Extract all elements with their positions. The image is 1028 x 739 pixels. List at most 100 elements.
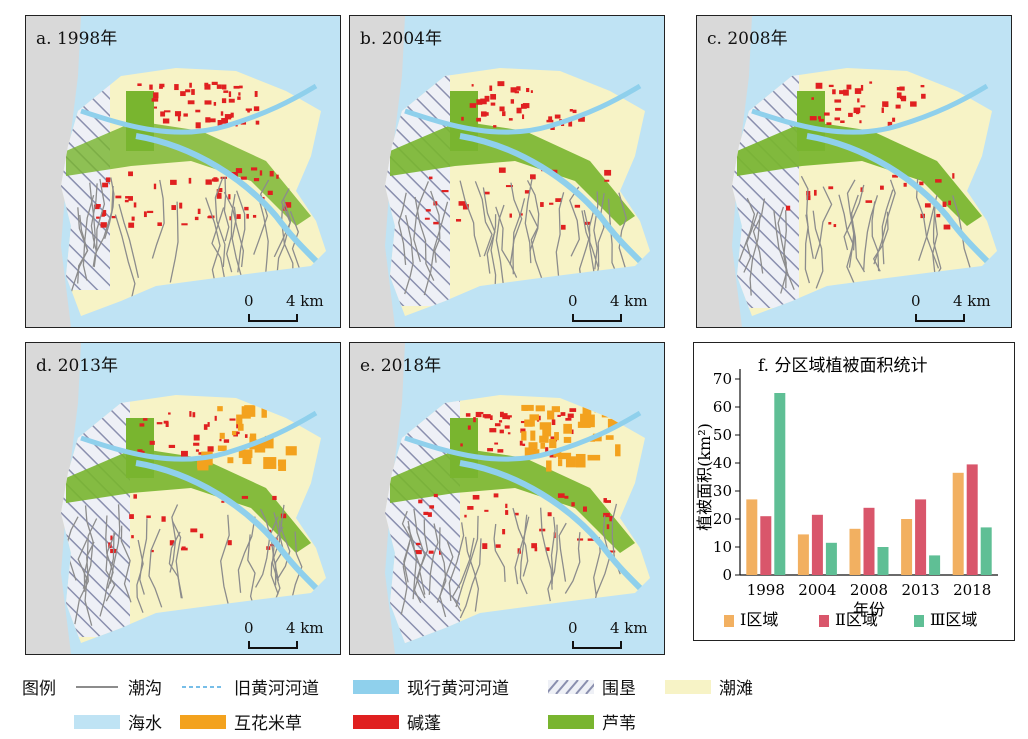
suaeda-patch	[482, 414, 486, 418]
map-c	[697, 16, 997, 327]
tidal-creek	[211, 207, 227, 284]
suaeda-patch	[502, 413, 508, 420]
suaeda-patch	[489, 428, 497, 433]
suaeda-patch	[555, 198, 563, 202]
suaeda-patch	[213, 177, 218, 182]
tidal-creek	[812, 210, 824, 289]
spartina-patch	[539, 435, 549, 443]
suaeda-patch	[519, 440, 523, 446]
hatch-swatch-icon	[548, 679, 594, 694]
tidal-creek	[773, 210, 795, 291]
suaeda-patch	[199, 533, 204, 539]
suaeda-patch	[244, 206, 249, 211]
suaeda-patch	[254, 90, 258, 97]
suaeda-patch	[924, 203, 931, 208]
bar-Ⅰ区域-2018	[952, 472, 964, 575]
suaeda-patch	[549, 202, 554, 205]
suaeda-patch	[887, 121, 893, 127]
suaeda-patch	[505, 510, 509, 515]
suaeda-patch	[247, 110, 250, 113]
legend-item-creek: 潮沟	[74, 674, 162, 699]
suaeda-patch	[857, 98, 860, 103]
spartina-patch	[264, 435, 274, 449]
suaeda-patch	[546, 119, 554, 123]
spartina-patch	[217, 445, 227, 452]
suaeda-patch	[952, 173, 955, 179]
spartina-patch	[554, 432, 559, 441]
reed-area	[126, 91, 154, 151]
y-tick-label: 50	[713, 426, 732, 444]
suaeda-patch	[246, 213, 249, 219]
scale-km: 4 km	[286, 619, 324, 637]
suaeda-patch	[250, 167, 258, 171]
tidal-creek	[271, 526, 284, 610]
tidal-creek	[214, 177, 226, 267]
tidal-creek	[800, 175, 814, 259]
legend-label: 现行黄河河道	[407, 679, 509, 699]
suaeda-patch	[151, 98, 159, 102]
suaeda-patch	[484, 414, 491, 419]
suaeda-patch	[110, 535, 113, 541]
spartina-patch	[261, 406, 267, 418]
suaeda-patch	[499, 411, 504, 418]
tidal-creek	[569, 186, 580, 257]
bar-Ⅱ区域-2004	[811, 514, 823, 575]
suaeda-patch	[101, 211, 105, 217]
scale-line	[572, 314, 622, 322]
suaeda-patch	[189, 82, 192, 88]
suaeda-patch	[229, 418, 236, 421]
legend-swatch-Ⅲ区域	[914, 615, 924, 627]
tidal-creek	[413, 508, 426, 599]
suaeda-patch	[460, 443, 463, 447]
suaeda-patch	[133, 494, 137, 499]
legend-label: 围垦	[602, 679, 636, 699]
suaeda-patch	[208, 118, 216, 123]
suaeda-patch	[195, 109, 201, 113]
suaeda-patch	[204, 84, 211, 90]
suaeda-patch	[205, 179, 212, 185]
suaeda-patch	[520, 428, 526, 433]
scale-zero: 0	[911, 292, 921, 310]
spartina-patch	[563, 436, 572, 443]
bar-Ⅲ区域-2004	[825, 542, 837, 575]
suaeda-patch	[568, 121, 573, 127]
suaeda-patch	[195, 449, 200, 452]
suaeda-patch	[818, 116, 821, 120]
suaeda-patch	[188, 177, 192, 184]
spartina-patch	[605, 435, 614, 440]
suaeda-patch	[505, 185, 513, 188]
suaeda-patch	[859, 120, 862, 124]
suaeda-patch	[471, 84, 474, 87]
y-tick-label: 30	[713, 482, 732, 500]
suaeda-patch	[461, 116, 464, 121]
tidal-creek	[464, 536, 480, 612]
suaeda-patch	[809, 116, 817, 121]
tidal-creek	[509, 182, 523, 266]
suaeda-patch	[498, 420, 503, 423]
suaeda-patch	[881, 107, 884, 113]
x-tick-label: 2018	[953, 581, 991, 599]
suaeda-patch	[428, 176, 433, 180]
suaeda-patch	[900, 97, 907, 102]
old-river-channel	[404, 410, 642, 462]
spartina-patch	[217, 406, 223, 412]
suaeda-patch	[189, 411, 192, 417]
spartina-patch	[529, 449, 540, 459]
suaeda-patch	[493, 493, 499, 498]
suaeda-patch	[427, 512, 432, 517]
suaeda-patch	[433, 493, 438, 498]
suaeda-patch	[910, 101, 917, 107]
suaeda-patch	[603, 498, 607, 503]
tidal-creek	[872, 211, 889, 272]
spartina-patch	[551, 406, 560, 413]
suaeda-patch	[211, 81, 218, 85]
suaeda-patch	[180, 91, 186, 97]
tidal-creek	[607, 198, 620, 281]
suaeda-patch	[131, 216, 135, 221]
y-tick-label: 70	[713, 370, 732, 388]
suaeda-patch	[207, 422, 210, 427]
spartina-patch	[263, 459, 269, 469]
tidal-creek	[223, 176, 230, 242]
tidal-creek	[752, 198, 766, 274]
tidal-creek	[398, 192, 407, 265]
